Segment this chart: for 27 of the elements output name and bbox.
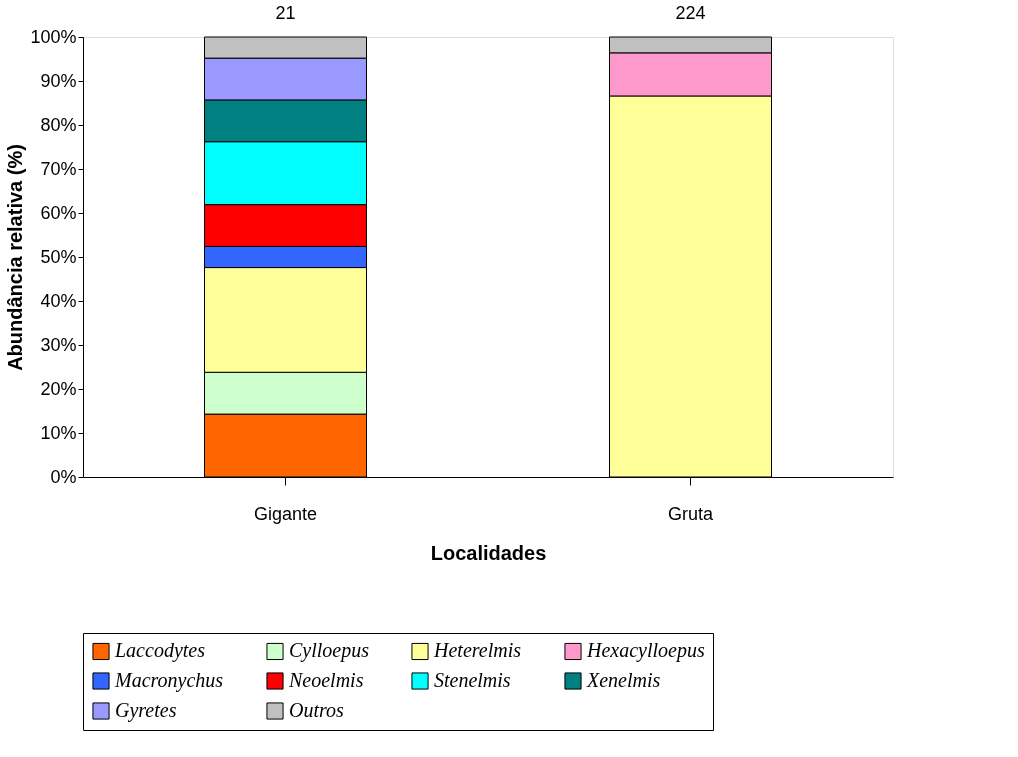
legend-label: Stenelmis	[434, 669, 511, 691]
legend-label: Laccodytes	[114, 639, 206, 663]
y-tick-label: 70%	[40, 158, 77, 179]
legend-label: Heterelmis	[433, 639, 522, 662]
legend-label: Macronychus	[114, 669, 224, 692]
x-tick-label: Gruta	[667, 503, 714, 524]
legend-label: Gyretes	[115, 699, 177, 722]
annotation: 224	[675, 3, 706, 23]
y-tick-label: 50%	[40, 246, 77, 267]
y-tick-label: 80%	[40, 114, 77, 135]
legend-label: Neoelmis	[288, 669, 364, 691]
y-tick-label: 20%	[40, 378, 77, 399]
x-axis-title: Localidades	[430, 541, 547, 564]
y-tick-label: 10%	[40, 422, 77, 443]
y-tick-label: 0%	[50, 466, 77, 487]
legend-label: Cylloepus	[289, 639, 370, 663]
legend-label: Hexacylloepus	[586, 639, 705, 663]
y-tick-label: 40%	[40, 290, 77, 311]
y-tick-label: 100%	[30, 26, 77, 47]
y-axis-title: Abundância relativa (%)	[4, 144, 27, 371]
legend-label: Outros	[289, 699, 345, 721]
legend-label: Xenelmis	[586, 669, 661, 691]
y-tick-label: 90%	[40, 70, 77, 91]
y-tick-label: 60%	[40, 202, 77, 223]
x-tick-label: Gigante	[253, 503, 318, 524]
annotation: 21	[275, 3, 296, 23]
y-tick-label: 30%	[40, 334, 77, 355]
